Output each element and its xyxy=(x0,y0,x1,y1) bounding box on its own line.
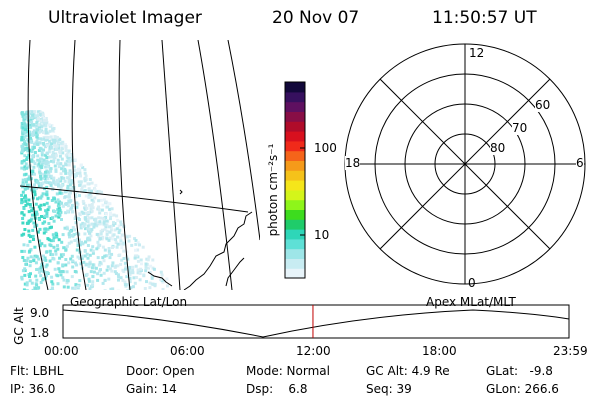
timeline-axis-label: GC Alt xyxy=(12,307,26,345)
gain-status: Gain: 14 xyxy=(126,382,177,396)
instrument-title: Ultraviolet Imager xyxy=(48,8,202,28)
colorbar-swatch xyxy=(285,268,305,279)
colorbar-swatch xyxy=(285,199,305,210)
mlat-label-80: 80 xyxy=(490,141,506,155)
colorbar-swatch xyxy=(285,101,305,112)
colorbar-swatch xyxy=(285,111,305,122)
timeline-ymax: 9.0 xyxy=(30,306,50,320)
glon-status: GLon: 266.6 xyxy=(486,382,559,396)
colorbar-swatch xyxy=(285,189,305,201)
timeline-ymin: 1.8 xyxy=(30,326,50,340)
glat-status: GLat: -9.8 xyxy=(486,364,553,378)
colorbar-swatch xyxy=(285,160,305,171)
colorbar-swatch xyxy=(285,140,305,152)
colorbar-swatch xyxy=(285,258,305,269)
colorbar-swatch xyxy=(285,82,305,93)
gc-alt-status: GC Alt: 4.9 Re xyxy=(366,364,450,378)
polar-mlat-mlt-grid xyxy=(344,43,586,285)
door-status: Door: Open xyxy=(126,364,195,378)
time-tick-1800: 18:00 xyxy=(422,344,457,358)
filter-status: Flt: LBHL xyxy=(10,364,64,378)
mlt-label-6: 6 xyxy=(576,156,584,170)
colorbar-tick-10: 10 xyxy=(314,228,330,242)
observation-date: 20 Nov 07 xyxy=(272,8,360,28)
colorbar-swatch xyxy=(285,150,305,161)
diagonal-line-b xyxy=(379,78,551,250)
timeline-frame xyxy=(62,304,570,339)
colorbar-swatch xyxy=(285,238,305,250)
mlt-label-0: 0 xyxy=(468,276,476,290)
observation-time: 11:50:57 UT xyxy=(432,8,537,28)
ip-status: IP: 36.0 xyxy=(10,382,56,396)
altitude-curve xyxy=(62,309,570,338)
colorbar-swatch xyxy=(285,91,305,103)
auroral-emission xyxy=(20,110,169,290)
mlat-label-60: 60 xyxy=(535,98,551,112)
colorbar-swatch xyxy=(285,209,305,220)
colorbar-swatch xyxy=(285,248,305,259)
time-tick-0000: 00:00 xyxy=(44,344,79,358)
colorbar-unit-label: photon cm⁻²s⁻¹ xyxy=(266,143,280,237)
mode-status: Mode: Normal xyxy=(246,364,330,378)
time-tick-0600: 06:00 xyxy=(170,344,205,358)
mlt-label-18: 18 xyxy=(345,156,361,170)
intensity-colorbar xyxy=(284,81,306,279)
colorbar-tick-100: 100 xyxy=(314,141,337,155)
latitude-line xyxy=(20,185,249,213)
altitude-timeline xyxy=(62,304,570,339)
colorbar-swatch xyxy=(285,170,305,181)
geographic-image-panel xyxy=(20,40,260,290)
dsp-status: Dsp: 6.8 xyxy=(246,382,308,396)
colorbar-swatch xyxy=(285,180,305,191)
time-tick-2359: 23:59 xyxy=(553,344,588,358)
time-tick-1200: 12:00 xyxy=(296,344,331,358)
colorbar-swatch xyxy=(285,121,305,132)
colorbar-swatch xyxy=(285,219,305,230)
coastline xyxy=(147,189,253,290)
mlt-label-12: 12 xyxy=(469,46,485,60)
mlat-label-70: 70 xyxy=(512,121,528,135)
colorbar-swatch xyxy=(285,131,305,142)
colorbar-frame xyxy=(284,81,306,279)
seq-status: Seq: 39 xyxy=(366,382,412,396)
longitude-lines xyxy=(27,40,260,290)
colorbar-swatch xyxy=(285,229,305,240)
